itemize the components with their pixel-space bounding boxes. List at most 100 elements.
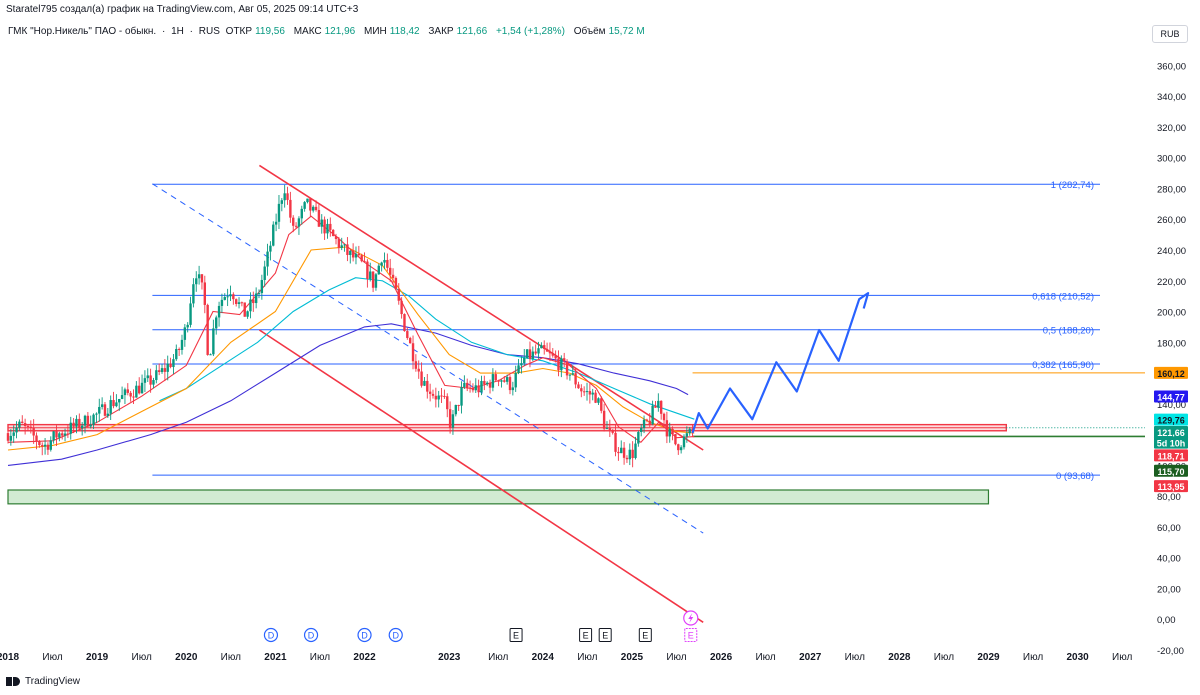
x-tick-label: Июл [221,652,241,663]
candle [551,348,554,358]
symbol-name[interactable]: ГМК "Нор.Никель" ПАО - обыкн. [8,26,157,37]
currency-button[interactable]: RUB [1152,25,1188,43]
dividend-icon [388,627,403,643]
candle-body [665,420,669,437]
low-label: МИН [364,26,387,37]
candle [474,378,477,393]
price-badge-label: 113,95 [1157,482,1184,492]
candle-body [78,418,81,429]
dividend-marker[interactable]: D [263,627,279,643]
support-zone [7,489,990,505]
candle-body [363,261,366,263]
candle-body [414,361,418,369]
candle [109,395,112,421]
x-tick-label: Июл [1112,652,1132,663]
earnings-icon-label: E [602,631,608,641]
candle [169,357,172,369]
candle-body [38,441,41,446]
candle [12,425,15,443]
candle-body [477,385,480,393]
candle [380,261,383,272]
ema-fast-line [7,215,695,444]
candle-body [98,406,101,414]
candle-body [671,428,674,435]
candle [172,354,175,375]
candle [594,389,597,404]
candle [343,243,346,252]
dividend-marker[interactable]: D [357,627,372,643]
candle [548,342,552,362]
candle [386,253,389,272]
earnings-marker[interactable]: E [598,628,612,642]
candle-body [337,239,341,248]
fib-level-label: 0,5 (188,20) [1043,326,1094,337]
candle-body [389,267,392,275]
candle-body [380,262,383,266]
candle-body [29,426,33,428]
candle [75,415,78,434]
candle [494,370,497,382]
candle-body [12,432,15,436]
candle [138,377,141,395]
candle-body [200,274,204,283]
candle-body [126,389,129,393]
dividend-icon [263,627,279,643]
candle-body [411,343,415,362]
candle-body [608,428,612,430]
candle-body [577,384,580,389]
candle [457,404,460,411]
x-tick-label: Июл [42,652,62,663]
earnings-marker[interactable]: E [509,628,523,642]
earnings-marker[interactable]: E [579,628,593,642]
earnings-marker[interactable]: E [684,628,698,642]
candle-body [297,218,301,227]
candle-body [454,404,458,415]
candle-body [474,385,477,391]
candle-body [217,305,221,318]
candle-body [534,351,537,354]
candle-body [674,434,677,445]
candle [126,383,129,396]
x-tick-label: 2023 [438,652,461,663]
x-tick-label: Июл [1023,652,1043,663]
candle-body [260,279,264,294]
candle [685,426,689,443]
candle-body [508,377,512,391]
candle-body [206,304,209,355]
x-tick-label: 2027 [799,652,822,663]
candle-body [651,405,654,425]
tradingview-brand[interactable]: TradingView [6,676,80,687]
dividend-marker[interactable]: D [303,627,319,643]
candle-body [266,251,269,267]
candle-body [49,440,52,450]
candle-body [602,410,606,429]
candle [588,383,592,404]
candle-body [83,415,87,426]
candle [257,289,261,299]
candle [374,273,378,291]
forecast-path [691,292,870,434]
candle [6,424,10,444]
candle [503,376,506,383]
candle-body [617,451,620,454]
candle [500,379,503,388]
open-label: ОТКР [225,26,253,37]
split-event-marker[interactable] [683,610,699,626]
candle [377,263,380,275]
candle [414,354,418,372]
candle [92,413,95,430]
dividend-marker[interactable]: D [388,627,403,643]
candle-body [426,380,429,392]
candle [346,237,349,262]
candle-body [580,388,583,392]
candle [206,303,209,356]
candle-body [585,391,589,393]
candle-body [152,380,155,385]
interval-label[interactable]: 1Н [171,26,184,37]
candle-body [565,361,569,376]
earnings-marker[interactable]: E [638,628,652,642]
earnings-icon-label: E [642,631,648,641]
earnings-icon [509,628,523,642]
price-badge: 118,71 [1154,449,1188,462]
